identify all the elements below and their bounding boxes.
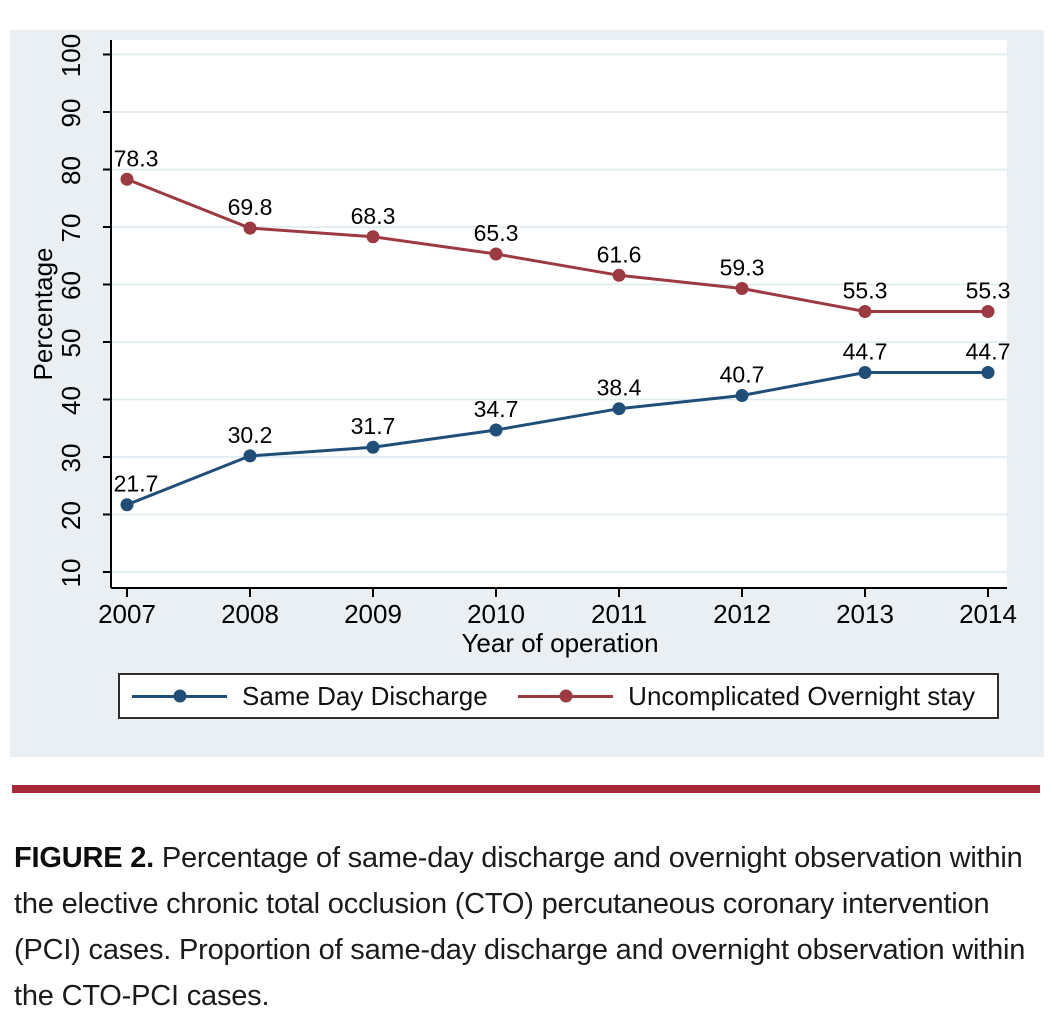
svg-text:10: 10 <box>56 559 86 588</box>
svg-text:100: 100 <box>56 34 86 77</box>
figure-caption-text: Percentage of same-day discharge and ove… <box>14 842 1026 1012</box>
point-label: 38.4 <box>597 375 642 401</box>
figure-caption-label: FIGURE 2. <box>14 842 154 874</box>
point-label: 40.7 <box>720 361 765 387</box>
point-label: 44.7 <box>966 338 1011 364</box>
figure-rule <box>12 785 1040 793</box>
point-label: 44.7 <box>843 338 888 364</box>
legend-marker-dot <box>173 689 186 703</box>
point-label: 31.7 <box>351 413 396 439</box>
y-axis-title: Percentage <box>28 248 58 381</box>
svg-text:20: 20 <box>56 501 86 530</box>
point-label: 61.6 <box>597 241 642 267</box>
axes <box>103 40 1007 597</box>
svg-text:70: 70 <box>56 214 86 243</box>
svg-text:2011: 2011 <box>591 599 647 629</box>
chart-svg: 10 20 30 40 50 60 70 80 90 100 2007 2008 2009 2010 201… <box>28 34 1017 658</box>
series-same-day-discharge: 21.7 30.2 31.7 34.7 38.4 40.7 44.7 44.7 <box>114 338 1011 512</box>
y-gridlines <box>111 53 1007 573</box>
legend: Same Day Discharge Uncomplicated Overnig… <box>118 673 999 719</box>
legend-item-uncomplicated-overnight-stay: Uncomplicated Overnight stay <box>518 681 975 712</box>
svg-text:50: 50 <box>56 329 86 358</box>
svg-text:2007: 2007 <box>98 599 156 629</box>
point-label: 34.7 <box>474 396 519 422</box>
svg-text:60: 60 <box>56 271 86 300</box>
x-axis-title: Year of operation <box>461 628 658 658</box>
svg-text:2009: 2009 <box>344 599 402 629</box>
point-label: 55.3 <box>966 278 1011 304</box>
svg-text:2013: 2013 <box>836 599 894 629</box>
point-label: 69.8 <box>228 194 273 220</box>
legend-line-swatch <box>132 689 227 703</box>
series-uncomplicated-overnight-stay: 78.3 69.8 68.3 65.3 61.6 59.3 55.3 55.3 <box>114 145 1011 319</box>
plot-area <box>111 40 1007 588</box>
point-label: 21.7 <box>114 471 159 497</box>
chart-area: 10 20 30 40 50 60 70 80 90 100 2007 2008 2009 2010 201… <box>10 30 1044 757</box>
point-label: 30.2 <box>228 422 273 448</box>
legend-label: Uncomplicated Overnight stay <box>628 680 975 711</box>
svg-text:2008: 2008 <box>221 599 279 629</box>
svg-text:30: 30 <box>56 444 86 473</box>
point-label: 65.3 <box>474 220 519 246</box>
svg-text:2010: 2010 <box>467 599 525 629</box>
point-label: 55.3 <box>843 278 888 304</box>
svg-text:90: 90 <box>56 99 86 128</box>
legend-marker-dot <box>559 689 573 703</box>
x-tick-labels: 2007 2008 2009 2010 2011 2012 2013 2014 <box>98 599 1017 629</box>
svg-text:2014: 2014 <box>959 599 1017 629</box>
svg-text:80: 80 <box>56 156 86 185</box>
y-tick-labels: 10 20 30 40 50 60 70 80 90 100 <box>56 34 86 588</box>
figure-caption: FIGURE 2. Percentage of same-day dischar… <box>14 835 1040 1019</box>
svg-text:2012: 2012 <box>713 599 771 629</box>
legend-label: Same Day Discharge <box>242 680 488 711</box>
point-label: 68.3 <box>351 203 396 229</box>
legend-item-same-day-discharge: Same Day Discharge <box>132 681 488 712</box>
point-label: 59.3 <box>720 255 765 281</box>
point-label: 78.3 <box>114 145 159 171</box>
svg-text:40: 40 <box>56 386 86 415</box>
legend-line-swatch <box>518 689 614 703</box>
